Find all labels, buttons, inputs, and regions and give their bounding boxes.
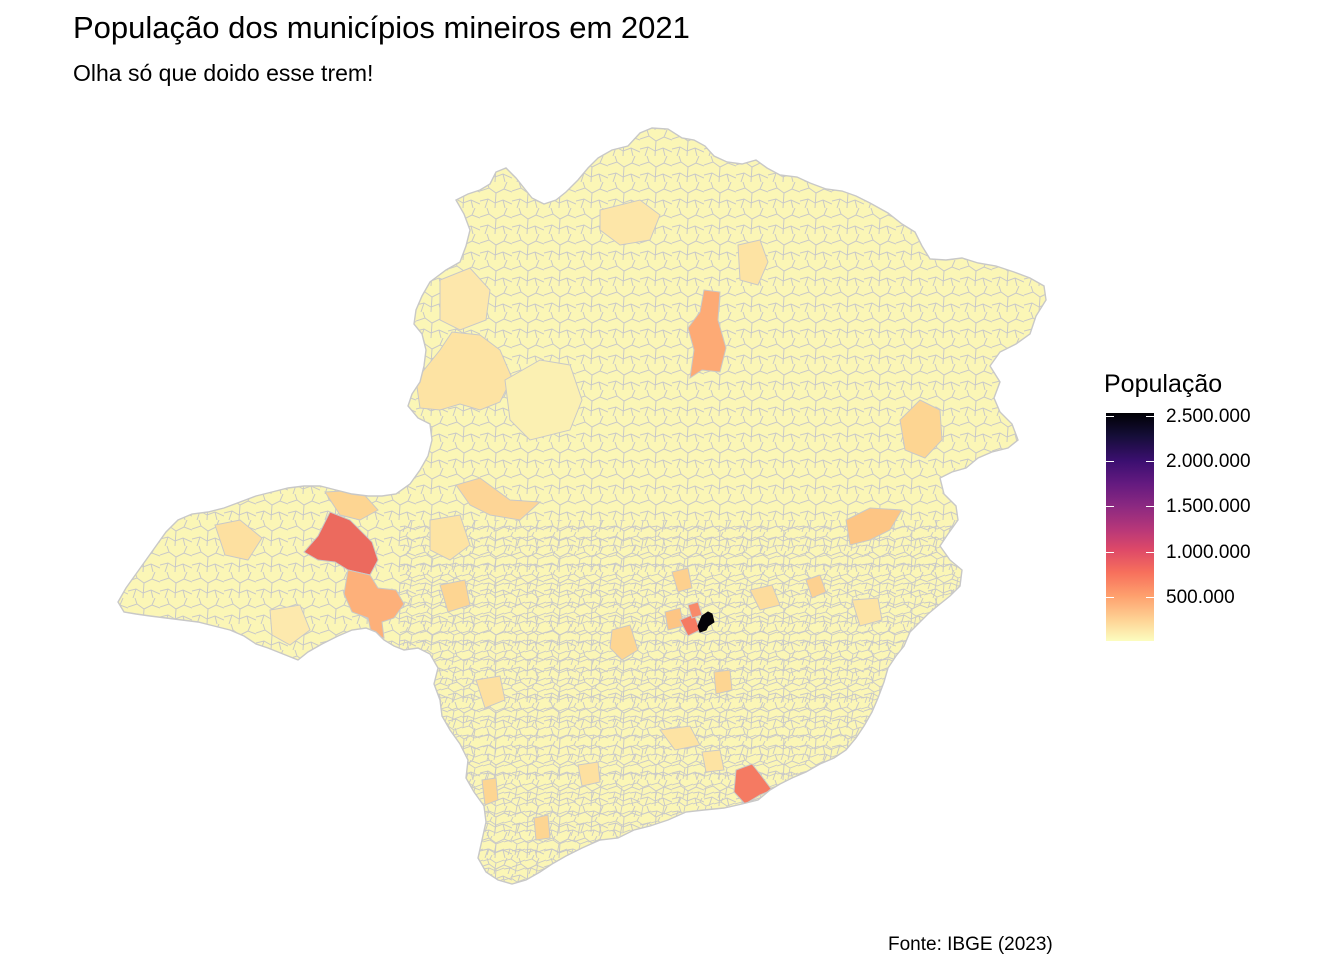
municipality-betim bbox=[687, 601, 703, 619]
municipality-belo-horizonte bbox=[697, 611, 715, 633]
municipality-west-3 bbox=[269, 604, 311, 646]
municipality-sao-joao-del-rei bbox=[701, 749, 725, 773]
municipality-divinopolis bbox=[609, 624, 639, 661]
legend: População 2.500.000 2.000.000 1.500.000 1.0… bbox=[1104, 370, 1304, 660]
municipality-itabira bbox=[749, 584, 781, 611]
legend-title: População bbox=[1104, 370, 1223, 398]
legend-tick-label: 2.500.000 bbox=[1166, 406, 1251, 427]
legend-tick-label: 500.000 bbox=[1166, 586, 1235, 608]
municipality-varginha bbox=[577, 761, 601, 787]
municipality-janauba bbox=[599, 199, 661, 246]
municipality-north-1 bbox=[439, 267, 491, 331]
municipality-sete-lagoas bbox=[671, 567, 693, 593]
legend-tick-label: 1.500.000 bbox=[1166, 496, 1251, 518]
municipality-uberaba bbox=[343, 569, 405, 639]
municipality-ipatinga bbox=[805, 574, 827, 599]
municipality-patos-de-minas bbox=[439, 579, 471, 613]
municipality-teofilo-otoni bbox=[899, 399, 943, 459]
municipality-montes-claros bbox=[687, 289, 727, 380]
legend-tick-label: 1.000.000 bbox=[1166, 541, 1251, 563]
municipality-pocos-de-caldas bbox=[481, 777, 499, 806]
municipality-muriae bbox=[851, 597, 883, 627]
map-title: População dos municípios mineiros em 202… bbox=[73, 10, 690, 45]
municipality-barbacena bbox=[659, 725, 701, 751]
municipality-north-2 bbox=[737, 239, 769, 286]
caption-source: Fonte: IBGE (2023) bbox=[888, 934, 1053, 955]
municipality-sete-lagoas-region bbox=[455, 477, 542, 521]
legend-tick-label: 2.000.000 bbox=[1166, 451, 1251, 473]
municipality-lavras bbox=[475, 675, 506, 709]
legend-colorbar bbox=[1106, 413, 1154, 641]
map-subtitle: Olha só que doido esse trem! bbox=[73, 60, 374, 86]
municipality-pouso-alegre bbox=[533, 814, 551, 841]
municipality-west-1 bbox=[429, 514, 471, 561]
municipality-conselheiro-lafaiete bbox=[713, 669, 733, 695]
municipality-governador-valadares bbox=[845, 507, 903, 546]
municipality-west-2 bbox=[214, 519, 263, 561]
municipality-paracatu bbox=[504, 359, 583, 441]
